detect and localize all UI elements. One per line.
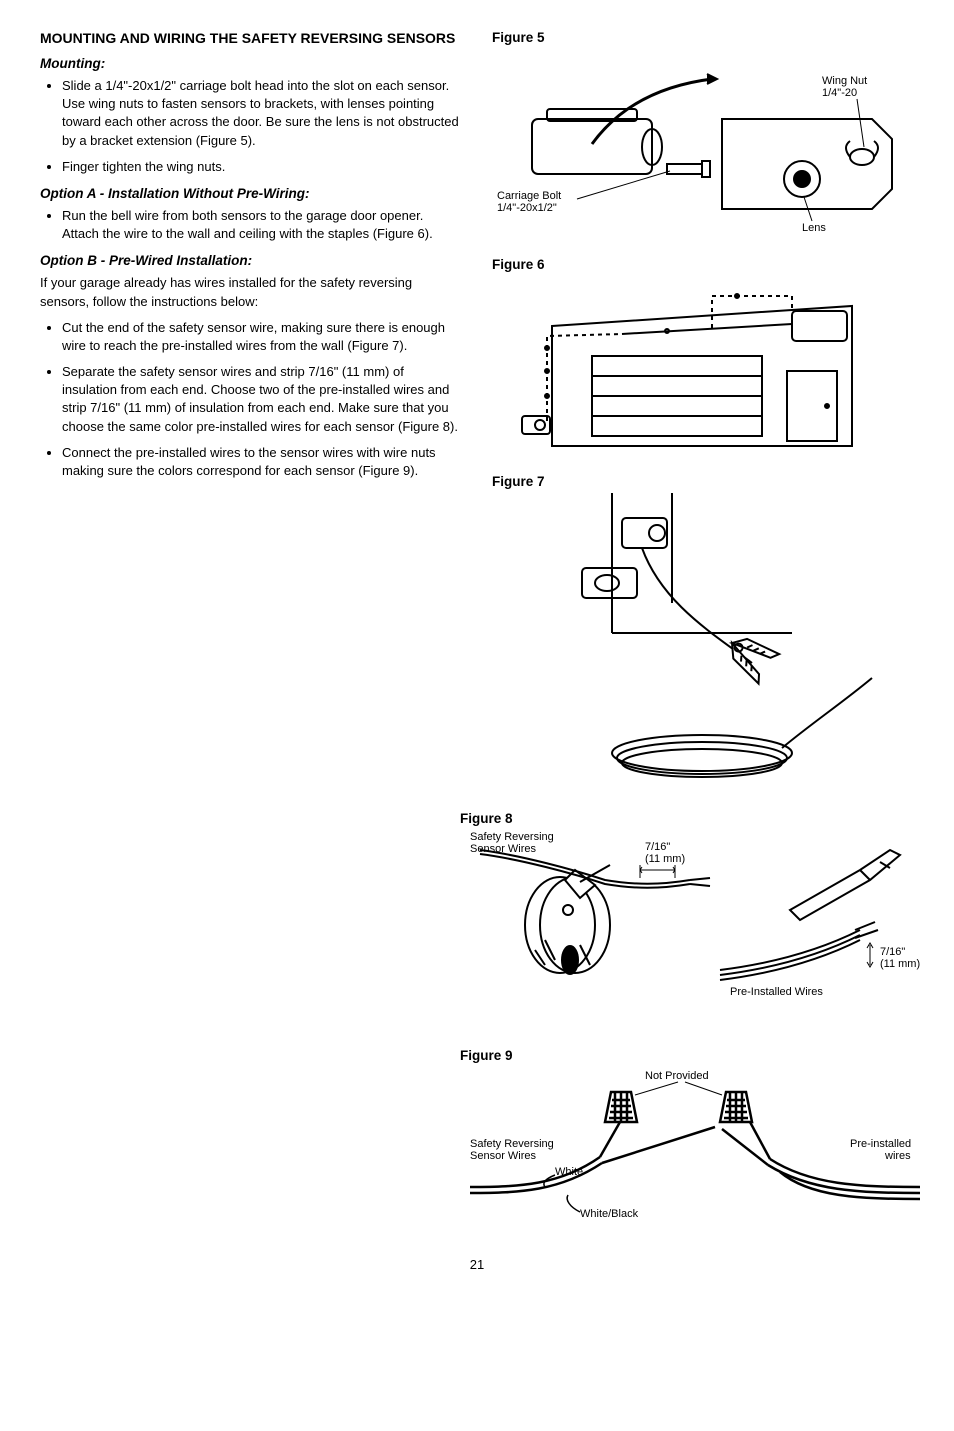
option-a-heading: Option A - Installation Without Pre-Wiri… [40,186,462,201]
figure-7: Figure 7 [492,474,914,793]
lens-callout: Lens [802,222,826,234]
mounting-list: Slide a 1/4"-20x1/2" carriage bolt head … [40,77,462,176]
option-b-list: Cut the end of the safety sensor wire, m… [40,319,462,481]
figure-8: Figure 8 [460,811,914,1030]
figure-6-label: Figure 6 [492,257,914,272]
carriage-callout: Carriage Bolt1/4"-20x1/2" [497,190,561,214]
fig8-dim2-callout: 7/16"(11 mm) [880,946,920,970]
figure-5: Figure 5 [492,30,914,239]
list-item: Finger tighten the wing nuts. [62,158,462,176]
fig9-white-callout: White [555,1166,583,1178]
page-number: 21 [40,1257,914,1272]
mounting-heading: Mounting: [40,56,462,71]
fig9-notprovided-callout: Not Provided [645,1070,709,1082]
fig8-srsw-callout: Safety ReversingSensor Wires [470,831,554,855]
fig9-whiteblack-callout: White/Black [580,1208,639,1220]
list-item: Cut the end of the safety sensor wire, m… [62,319,462,355]
figure-7-label: Figure 7 [492,474,914,489]
figure-9-label: Figure 9 [460,1048,914,1063]
fig9-srsw-callout: Safety ReversingSensor Wires [470,1138,554,1162]
option-a-list: Run the bell wire from both sensors to t… [40,207,462,243]
option-b-heading: Option B - Pre-Wired Installation: [40,253,462,268]
section-title: MOUNTING AND WIRING THE SAFETY REVERSING… [40,30,462,46]
figure-8-label: Figure 8 [460,811,914,826]
option-b-intro: If your garage already has wires install… [40,274,462,310]
figure-6: Figure 6 [492,257,914,456]
list-item: Run the bell wire from both sensors to t… [62,207,462,243]
list-item: Slide a 1/4"-20x1/2" carriage bolt head … [62,77,462,150]
fig8-preinstalled-callout: Pre-Installed Wires [730,986,823,998]
wingnut-callout: Wing Nut1/4"-20 [822,75,867,99]
fig9-preinstalled-callout: Pre-installedwires [850,1138,911,1162]
list-item: Separate the safety sensor wires and str… [62,363,462,436]
figure-5-label: Figure 5 [492,30,914,45]
list-item: Connect the pre-installed wires to the s… [62,444,462,480]
figure-9: Figure 9 [460,1048,914,1227]
fig8-dim-callout: 7/16"(11 mm) [645,841,685,865]
